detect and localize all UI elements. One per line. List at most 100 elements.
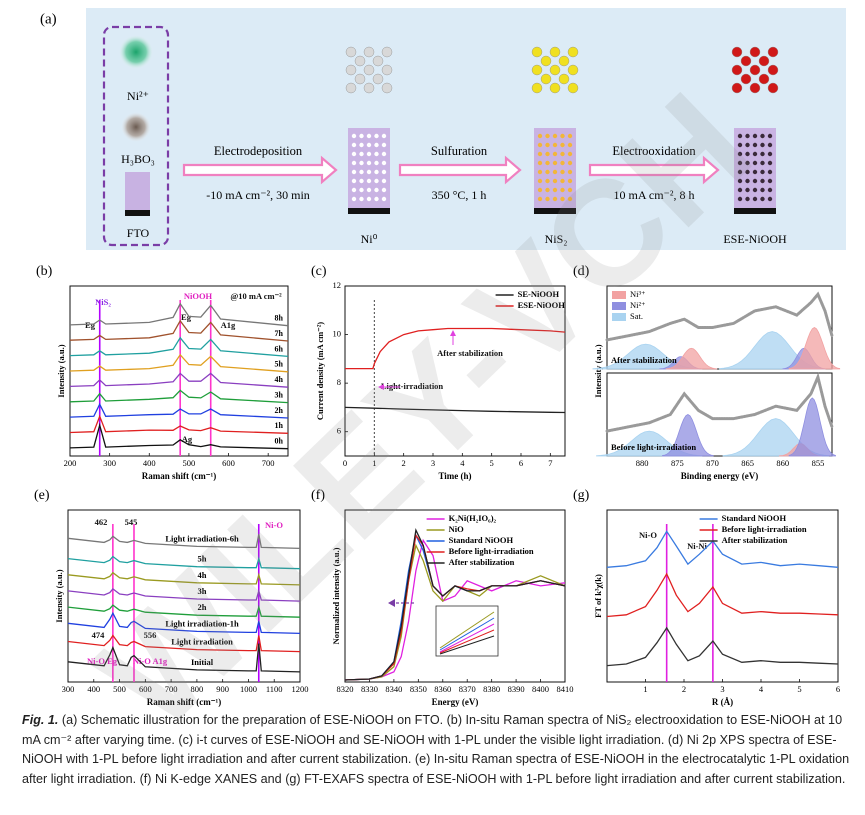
electrode-dot (552, 178, 558, 184)
electrodes (345, 46, 779, 214)
electrode-dot (745, 142, 750, 148)
chart: (f) 8320 8330 8340 8350 8360 8370 8380 8390 8400 8… (311, 488, 574, 707)
electrode-dot (351, 169, 357, 175)
chart: (e) 300 400 500 600 700 800 900 1000 1100 1200 Rama… (34, 488, 309, 707)
fit-peak (788, 327, 841, 370)
fto-base (125, 210, 150, 216)
electrode-dot (560, 142, 565, 148)
electrode-dot (752, 142, 758, 148)
electrode-dot (767, 151, 773, 157)
annotation-arrowhead (378, 384, 384, 390)
electrode-dot (545, 169, 550, 175)
series-label: 4h (275, 375, 284, 384)
electrode-dot (737, 196, 743, 202)
y-tick-label: 12 (333, 280, 342, 290)
electrode-dot (552, 187, 558, 193)
electrode-dot (767, 169, 773, 175)
series-label: 6h (275, 344, 284, 353)
electrode-dot (745, 151, 750, 157)
electrode-dot (567, 187, 573, 193)
electrode-dot (359, 133, 364, 139)
x-axis-label: Raman shift (cm⁻¹) (142, 471, 216, 481)
electrode-dot (359, 196, 364, 202)
electrode-dot (366, 196, 372, 202)
x-tick-label: 700 (165, 684, 178, 694)
step-condition: -10 mA cm⁻², 30 min (206, 188, 310, 202)
atom (567, 82, 579, 94)
step-condition: 10 mA cm⁻², 8 h (614, 188, 695, 202)
y-axis-label: Intensity (a.u.) (593, 344, 603, 397)
annotation: After stabilization (437, 348, 503, 358)
x-tick-label: 6 (836, 684, 840, 694)
plot-frame (344, 285, 566, 457)
electrode-dot (752, 133, 758, 139)
electrode-dot (537, 187, 543, 193)
electrode-dot (359, 187, 364, 193)
legend-label: Sat. (630, 311, 643, 321)
inset-line (439, 635, 495, 655)
x-tick-label: 860 (776, 458, 789, 468)
electrode-base (534, 208, 576, 214)
arrow (182, 155, 338, 185)
electrode-dot (381, 142, 387, 148)
electrode-dot (366, 151, 372, 157)
series-label: Light irradiation (171, 637, 233, 647)
series-line (67, 604, 301, 618)
electrode-dot (381, 160, 387, 166)
electrode-dot (745, 160, 750, 166)
electrode-dot (567, 196, 573, 202)
electrode-dot (351, 142, 357, 148)
electrode-dot (752, 151, 758, 157)
atom (567, 64, 579, 76)
step-name: Electrodeposition (214, 144, 303, 158)
panel-label: (c) (311, 264, 327, 279)
electrode-dot (537, 178, 543, 184)
fit-peak (788, 397, 836, 457)
subplot-label: After stabilization (611, 355, 677, 365)
x-tick-label: 600 (222, 458, 235, 468)
atom (549, 82, 561, 94)
x-tick-label: 400 (143, 458, 156, 468)
x-tick-label: 1 (372, 458, 376, 468)
electrode-dot (752, 160, 758, 166)
series-line (67, 643, 301, 673)
inset-line (439, 617, 495, 651)
electrode-dot (760, 187, 765, 193)
inset-line (439, 623, 495, 653)
arrow (588, 155, 720, 185)
electrode-dot (374, 169, 379, 175)
y-axis-label: Intensity (a.u.) (56, 344, 66, 397)
plot-frame (67, 509, 301, 683)
series-line (69, 389, 289, 404)
atom (767, 64, 779, 76)
electrode-dot (359, 169, 364, 175)
reagent-box (102, 25, 170, 247)
electrode-dot (381, 151, 387, 157)
atom (345, 64, 357, 76)
electrode-dot (767, 133, 773, 139)
atom (749, 82, 761, 94)
x-tick-label: 5 (490, 458, 494, 468)
electrode-dot (767, 142, 773, 148)
electrode-dot (767, 160, 773, 166)
x-tick-label: 1100 (266, 684, 283, 694)
x-tick-label: 1 (643, 684, 647, 694)
electrode-dot (381, 178, 387, 184)
electrode-dot (760, 160, 765, 166)
atom (767, 46, 779, 58)
reagent-label: FTO (127, 226, 150, 240)
annotation-arrowhead (388, 599, 395, 607)
schematic: (a) Ni²⁺ H₃BO₃ FTO Electrodeposition -10… (40, 8, 846, 250)
panel-label: (a) (40, 11, 57, 27)
legend-label: Ni²⁺ (630, 300, 646, 310)
data-curve (605, 372, 834, 433)
fit-peak (662, 414, 714, 457)
atom (558, 73, 570, 85)
electrode-dot (359, 142, 364, 148)
electrode-dot (351, 196, 357, 202)
x-axis-label: Energy (eV) (432, 697, 479, 707)
annotation: @10 mA cm⁻² (230, 291, 282, 301)
annotation: 474 (92, 630, 106, 640)
electrode-dot (381, 196, 387, 202)
atom (549, 64, 561, 76)
